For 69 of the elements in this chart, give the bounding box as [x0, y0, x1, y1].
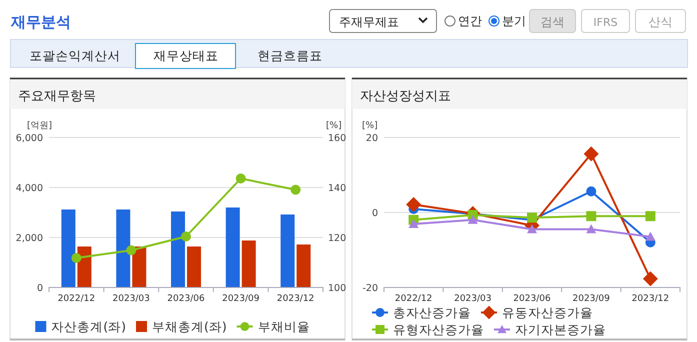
bar	[171, 212, 185, 287]
point	[468, 214, 478, 224]
bar	[61, 210, 76, 287]
x-tick-label: 2023/03	[112, 294, 150, 304]
text: 산식	[648, 15, 672, 29]
bar	[296, 244, 311, 287]
x-tick-label: 2023/09	[222, 294, 260, 304]
text: 재무상태표	[154, 48, 218, 63]
bar	[77, 246, 92, 287]
point	[126, 245, 136, 256]
point	[645, 232, 656, 241]
point	[527, 224, 537, 234]
y-axis-title: [억원]	[27, 121, 52, 131]
point	[290, 184, 301, 195]
y2-axis-title: [%]	[326, 121, 342, 131]
point	[586, 211, 596, 222]
x-tick-label: 2023/06	[513, 294, 551, 304]
text: 연간	[458, 14, 482, 28]
legend-label: 총자산증가율	[393, 305, 471, 320]
y-tick-label: 0	[372, 208, 378, 219]
x-tick-label: 2023/12	[276, 294, 314, 304]
x-tick-label: 2022/12	[394, 294, 432, 304]
point	[584, 146, 599, 162]
legend-label: 자산총계(좌)	[51, 319, 126, 334]
text: 재무분석	[10, 13, 71, 31]
x-tick-label: 2023/03	[454, 294, 492, 304]
chart-title: 자산성장성지표	[360, 89, 451, 104]
text: 분기	[502, 14, 526, 28]
text: 주재무제표	[339, 15, 399, 29]
y2-tick-label: 100	[328, 283, 346, 294]
text: 포괄손익계산서	[30, 48, 120, 63]
chart-title: 주요재무항목	[18, 89, 96, 104]
text: IFRS	[593, 16, 618, 29]
text: 현금흐름표	[258, 48, 322, 63]
point	[71, 253, 82, 263]
point	[406, 197, 422, 212]
point	[236, 174, 246, 184]
y-tick-label: 20	[366, 133, 378, 144]
legend-label: 유형자산증가율	[393, 322, 484, 337]
y-tick-label: -20	[362, 283, 378, 294]
bar	[187, 246, 201, 287]
point	[642, 271, 658, 286]
y2-tick-label: 140	[328, 183, 346, 194]
legend-label: 유동자산증가율	[502, 305, 593, 320]
text: 검색	[540, 15, 564, 29]
y-axis-title: [%]	[362, 121, 378, 131]
point	[408, 219, 419, 228]
point	[586, 186, 596, 196]
x-tick-label: 2023/09	[572, 294, 610, 304]
y-tick-label: 2,000	[16, 233, 43, 244]
legend-label: 부채총계(좌)	[152, 319, 227, 334]
y2-tick-label: 160	[328, 133, 346, 144]
bar	[242, 240, 256, 287]
y2-tick-label: 120	[328, 233, 346, 244]
bar	[132, 246, 146, 287]
x-tick-label: 2023/12	[632, 294, 670, 304]
legend-label: 자기자본증가율	[515, 322, 606, 337]
y-tick-label: 6,000	[16, 133, 43, 144]
point	[645, 211, 656, 222]
point	[586, 224, 596, 234]
legend-label: 부채비율	[258, 319, 310, 334]
point	[181, 232, 191, 242]
bar	[280, 214, 295, 287]
y-tick-label: 0	[36, 283, 43, 294]
x-tick-label: 2023/06	[167, 294, 205, 304]
bar	[116, 210, 130, 287]
bar	[226, 208, 240, 287]
x-tick-label: 2022/12	[58, 294, 96, 304]
y-tick-label: 4,000	[16, 183, 43, 194]
